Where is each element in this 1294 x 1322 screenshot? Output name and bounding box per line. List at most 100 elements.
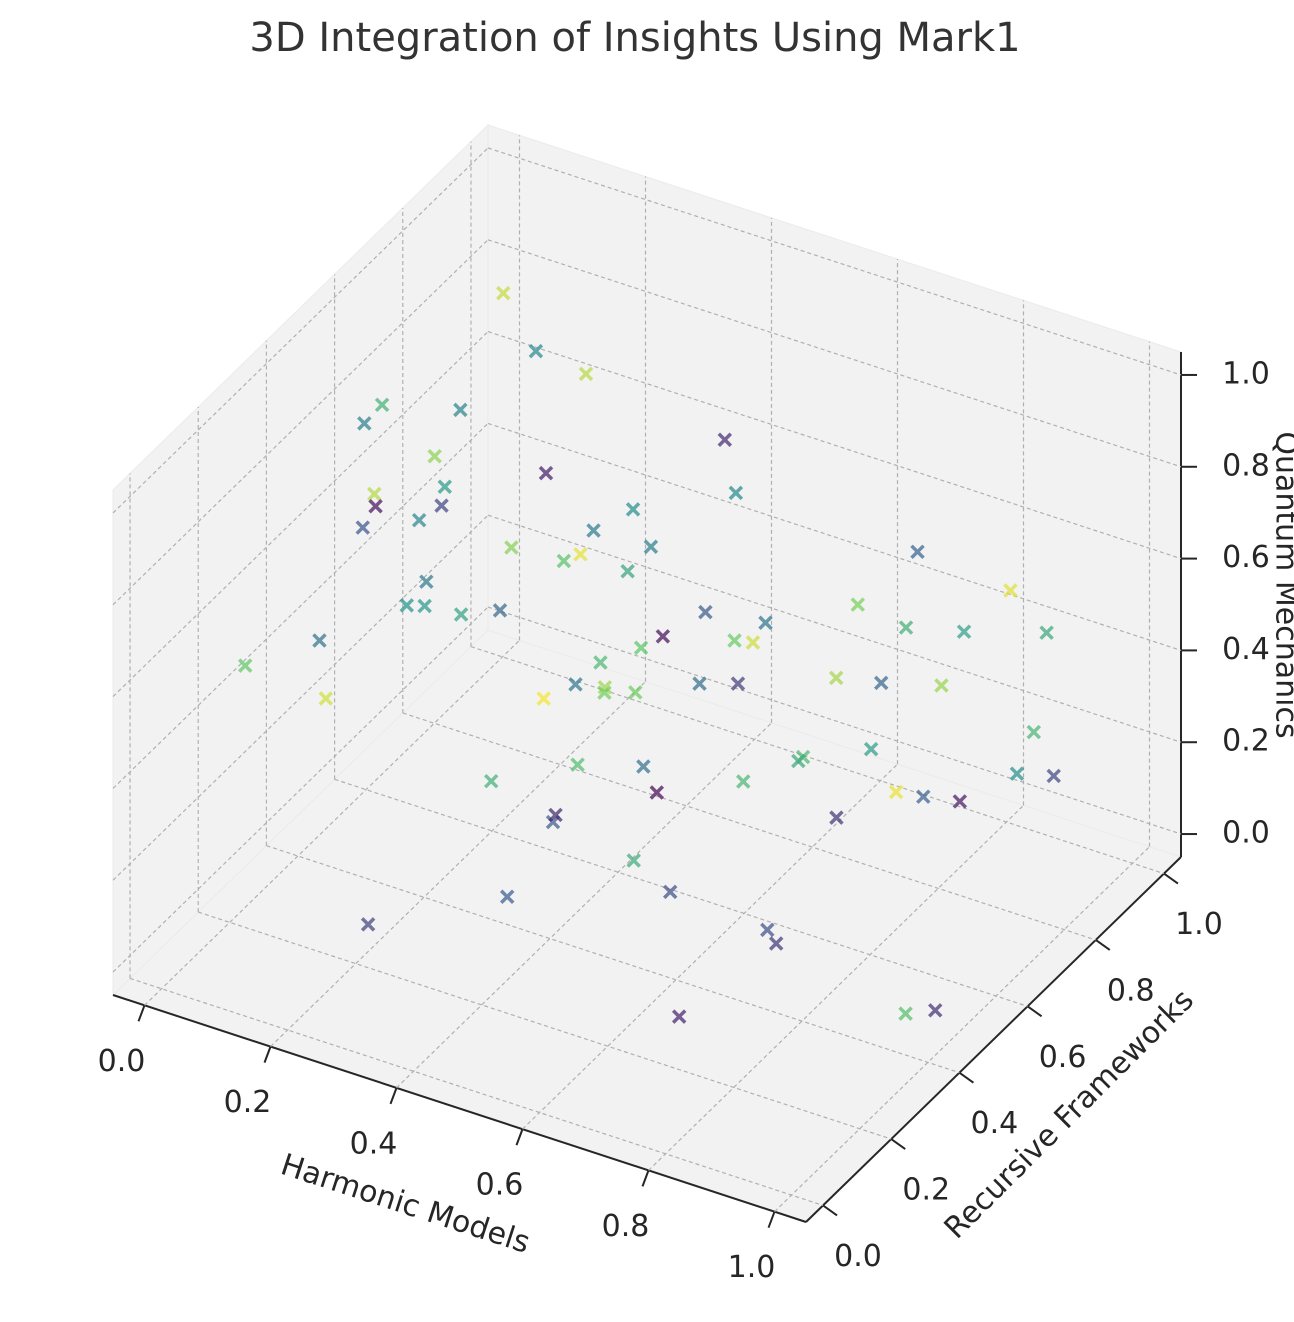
data-point	[437, 479, 453, 494]
grid-line	[334, 778, 1028, 1007]
tick-mark	[263, 1046, 272, 1063]
grid-line	[487, 147, 1182, 376]
data-point	[492, 603, 508, 618]
data-point	[538, 465, 554, 481]
data-point	[357, 416, 372, 431]
data-point	[1009, 766, 1025, 781]
y-tick-label: 0.4	[971, 1106, 1019, 1141]
data-point	[360, 917, 376, 932]
data-point	[312, 633, 327, 648]
data-point	[728, 485, 744, 501]
grid-line	[648, 804, 1024, 1171]
data-point	[888, 784, 904, 800]
data-point	[717, 432, 733, 447]
data-point	[643, 539, 659, 554]
data-point	[626, 853, 641, 868]
z-axis-label: Quantum Mechanics	[1269, 431, 1294, 738]
data-point	[727, 633, 742, 648]
grid-line	[402, 712, 1096, 941]
data-point	[850, 597, 866, 612]
y-tick-label: 0.2	[902, 1173, 950, 1208]
data-point	[237, 658, 253, 673]
data-point	[427, 449, 442, 464]
tick-mark	[515, 1128, 524, 1146]
data-point	[556, 553, 572, 569]
tick-mark	[137, 1004, 146, 1022]
tick-mark	[958, 1071, 974, 1084]
grid-line	[487, 514, 1182, 743]
z-tick-label: 0.4	[1222, 632, 1270, 667]
x-axis-label: Harmonic Models	[277, 1147, 535, 1260]
data-point	[956, 624, 972, 639]
y-tick-label: 0.6	[1039, 1040, 1087, 1075]
z-tick-label: 0.0	[1222, 816, 1270, 851]
grid-line	[270, 681, 646, 1048]
tick-mark	[767, 1211, 776, 1229]
grid-line	[396, 722, 772, 1089]
grid-line	[112, 331, 489, 698]
grid-line	[112, 147, 489, 514]
z-tick-label: 1.0	[1222, 356, 1270, 391]
y-tick-label: 1.0	[1175, 907, 1223, 942]
tick-mark	[1027, 1005, 1043, 1018]
data-point	[597, 685, 612, 700]
data-point	[368, 498, 383, 514]
tick-mark	[641, 1170, 650, 1187]
x-tick-label: 1.0	[728, 1250, 776, 1285]
grid-line	[522, 763, 898, 1130]
grid-line	[487, 239, 1182, 468]
grid-line	[144, 639, 520, 1006]
data-point	[536, 691, 551, 706]
z-tick-label: 0.2	[1222, 724, 1270, 759]
data-point	[411, 512, 427, 528]
data-point	[829, 810, 844, 825]
data-point	[419, 574, 434, 589]
data-point	[620, 564, 635, 579]
data-point	[736, 774, 751, 789]
data-point	[655, 629, 671, 644]
data-point	[649, 785, 665, 800]
tick-mark	[1163, 872, 1179, 885]
data-point	[434, 498, 449, 513]
tick-mark	[822, 1204, 838, 1217]
data-point	[318, 691, 334, 706]
data-point	[952, 794, 968, 809]
chart-title: 3D Integration of Insights Using Mark1	[249, 15, 1020, 61]
data-point	[760, 922, 775, 938]
x-tick-label: 0.6	[476, 1168, 524, 1203]
data-point	[791, 753, 806, 769]
grid-line	[487, 606, 1182, 835]
grid-line	[774, 846, 1150, 1213]
y-tick-label: 0.0	[834, 1239, 882, 1274]
x-tick-label: 0.4	[350, 1126, 398, 1161]
data-point	[730, 676, 746, 691]
grid-line	[112, 239, 489, 606]
data-point	[374, 397, 390, 413]
data-point	[548, 807, 563, 823]
grid-line	[112, 606, 489, 973]
data-point	[1003, 583, 1018, 598]
data-point	[578, 366, 594, 382]
grid-line	[487, 331, 1182, 560]
data-point	[636, 759, 651, 774]
data-point	[758, 615, 773, 631]
data-point	[568, 677, 583, 692]
tick-mark	[389, 1087, 398, 1105]
grid-line	[198, 911, 892, 1140]
data-point	[692, 676, 707, 691]
data-point	[504, 540, 519, 555]
data-point	[1039, 625, 1054, 640]
data-point	[934, 678, 949, 693]
data-point	[1026, 724, 1042, 740]
data-point	[453, 402, 468, 418]
grid-line	[487, 422, 1182, 651]
data-point	[399, 598, 415, 613]
data-point	[928, 1003, 943, 1018]
tick-mark	[1095, 939, 1111, 951]
data-point	[570, 757, 585, 772]
data-point	[586, 523, 601, 538]
tick-mark	[890, 1138, 906, 1150]
grid-line	[112, 514, 489, 881]
data-point	[528, 343, 544, 359]
